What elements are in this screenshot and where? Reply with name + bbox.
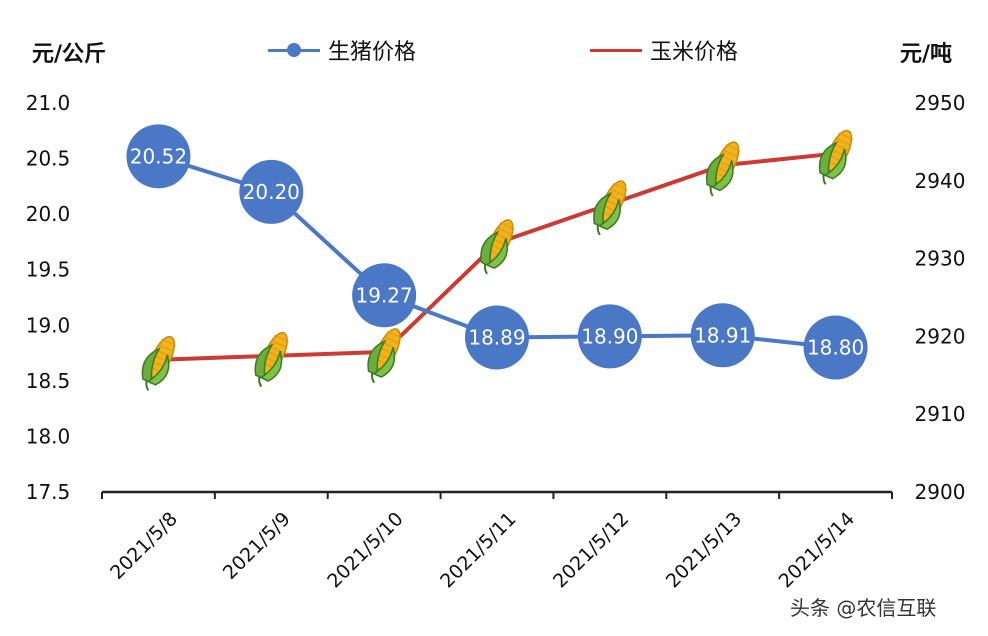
y-right-tick-label: 2900 [915,480,966,504]
x-tick-label: 2021/5/8 [106,508,182,584]
x-tick-label: 2021/5/12 [549,508,633,592]
data-label-pig: 18.89 [468,326,525,350]
data-point-pig [126,124,191,189]
data-point-pig [803,315,868,380]
x-tick-label: 2021/5/14 [775,508,859,592]
legend-label-corn: 玉米价格 [650,40,739,65]
left-axis-unit: 元/公斤 [32,42,107,67]
data-label-pig: 18.80 [807,336,864,360]
watermark: 头条 @农信互联 [790,596,937,620]
data-label-pig: 20.20 [243,180,300,204]
legend-item-pig: 生猪价格 [268,34,416,66]
legend-swatch-corn [590,42,642,58]
data-label-pig: 20.52 [130,144,187,168]
data-point-pig [239,159,304,224]
y-left-tick-label: 18.5 [26,369,71,393]
corn-icon [705,141,741,197]
x-tick-label: 2021/5/13 [662,508,746,592]
corn-icon [593,180,628,236]
legend-label-pig: 生猪价格 [328,40,417,65]
data-point-pig [577,304,642,369]
corn-icon [141,335,177,392]
y-left-tick-label: 21.0 [26,91,71,115]
right-axis-unit: 元/吨 [900,42,953,67]
data-label-pig: 18.91 [694,323,751,347]
data-point-pig [690,303,755,368]
y-right-tick-label: 2940 [915,169,966,193]
y-left-tick-label: 20.0 [26,202,71,226]
y-right-tick-label: 2950 [915,91,966,115]
corn-icon [818,129,854,185]
y-left-tick-label: 19.0 [26,313,71,337]
y-right-tick-label: 2930 [915,247,966,271]
y-left-tick-label: 20.5 [26,147,71,171]
data-point-pig [465,305,529,370]
y-right-tick-label: 2910 [915,402,966,426]
data-label-pig: 19.27 [356,283,413,307]
data-point-pig [352,263,417,328]
y-left-tick-label: 19.5 [26,258,71,282]
y-right-tick-label: 2920 [915,324,966,348]
y-left-tick-label: 17.5 [26,480,71,504]
corn-icon [480,219,515,275]
corn-icon [254,332,290,388]
data-label-pig: 18.90 [581,324,638,348]
y-left-tick-label: 18.0 [26,424,71,448]
x-tick-label: 2021/5/11 [436,508,520,592]
corn-icon [367,328,402,384]
legend-item-corn: 玉米价格 [590,34,738,66]
legend-swatch-pig [268,42,320,58]
x-tick-label: 2021/5/10 [323,508,407,592]
x-tick-label: 2021/5/9 [219,508,295,584]
